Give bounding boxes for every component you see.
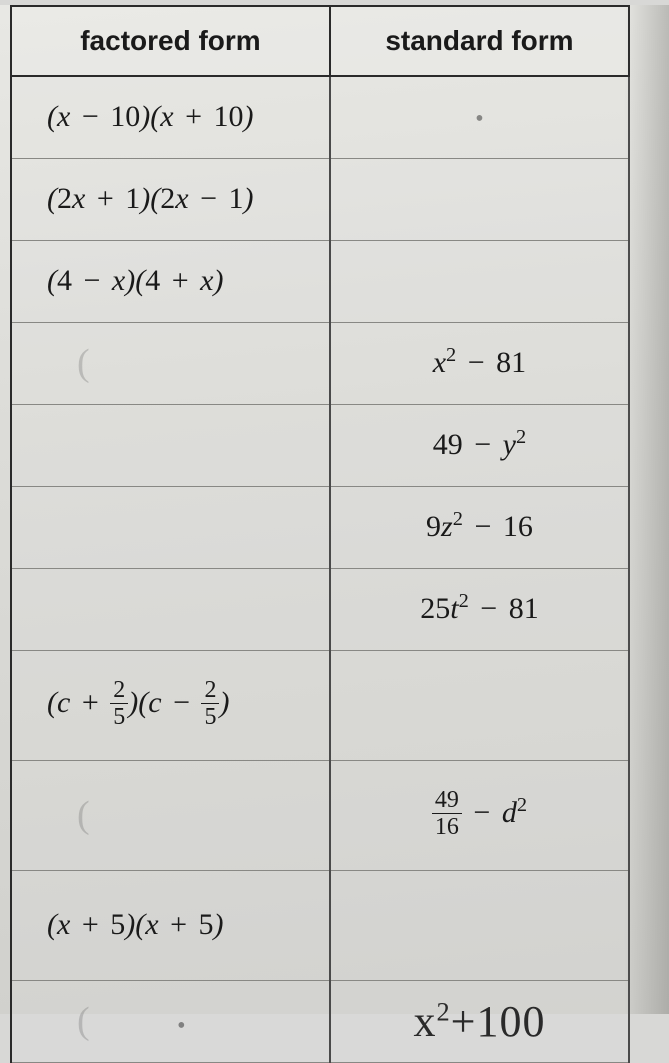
header-standard: standard form [330,6,629,76]
standard-expression: x2 − 81 [433,346,526,379]
header-factored: factored form [11,6,330,76]
factored-cell [11,568,330,650]
factored-expression: (x − 10)(x + 10) [27,100,253,133]
standard-cell: 25t2 − 81 [330,568,629,650]
standard-cell [330,870,629,980]
table-row: 25t2 − 81 [11,568,629,650]
standard-expression: 4916 − d2 [432,796,527,829]
standard-cell [330,240,629,322]
standard-expression: • [475,100,483,133]
factored-cell: (c + 25)(c − 25) [11,650,330,760]
factored-cell: (4 − x)(4 + x) [11,240,330,322]
table-row: (4916 − d2 [11,760,629,870]
factored-cell [11,404,330,486]
factored-cell: (x − 10)(x + 10) [11,76,330,158]
table-row: 49 − y2 [11,404,629,486]
factored-expression: ( • [27,1007,186,1040]
table-row: (x − 10)(x + 10) • [11,76,629,158]
table-row: (2x + 1)(2x − 1) [11,158,629,240]
standard-cell: 49 − y2 [330,404,629,486]
factored-cell: (2x + 1)(2x − 1) [11,158,330,240]
factored-expression: ( [27,801,90,834]
standard-cell: x2+100 [330,980,629,1062]
standard-cell: x2 − 81 [330,322,629,404]
standard-cell: • [330,76,629,158]
table-row: 9z2 − 16 [11,486,629,568]
factored-cell: ( • [11,980,330,1062]
factored-expression: (2x + 1)(2x − 1) [27,182,253,215]
factored-expression: (c + 25)(c − 25) [27,686,229,719]
standard-cell [330,650,629,760]
table-body: (x − 10)(x + 10) • (2x + 1)(2x − 1) (4 − x)… [11,76,629,1062]
table-row: ( x2 − 81 [11,322,629,404]
factored-expression [27,510,47,543]
factored-cell: (x + 5)(x + 5) [11,870,330,980]
factored-expression [27,592,47,625]
table-row: (x + 5)(x + 5) [11,870,629,980]
table-row: (c + 25)(c − 25) [11,650,629,760]
standard-cell [330,158,629,240]
table-header-row: factored form standard form [11,6,629,76]
standard-cell: 4916 − d2 [330,760,629,870]
standard-expression: x2+100 [413,1010,545,1043]
table-row: (4 − x)(4 + x) [11,240,629,322]
factored-cell: ( [11,322,330,404]
standard-expression: 49 − y2 [433,428,526,461]
page-edge-shadow [624,5,669,1014]
factored-expression: (4 − x)(4 + x) [27,264,223,297]
standard-expression: 9z2 − 16 [426,510,533,543]
factored-expression: ( [27,349,90,382]
table-row: ( • x2+100 [11,980,629,1062]
factored-cell: ( [11,760,330,870]
factored-expression [27,428,47,461]
standard-expression: 25t2 − 81 [420,592,538,625]
forms-table: factored form standard form (x − 10)(x +… [10,5,630,1063]
factored-cell [11,486,330,568]
standard-cell: 9z2 − 16 [330,486,629,568]
worksheet-page: factored form standard form (x − 10)(x +… [0,5,669,1014]
factored-expression: (x + 5)(x + 5) [27,908,223,941]
